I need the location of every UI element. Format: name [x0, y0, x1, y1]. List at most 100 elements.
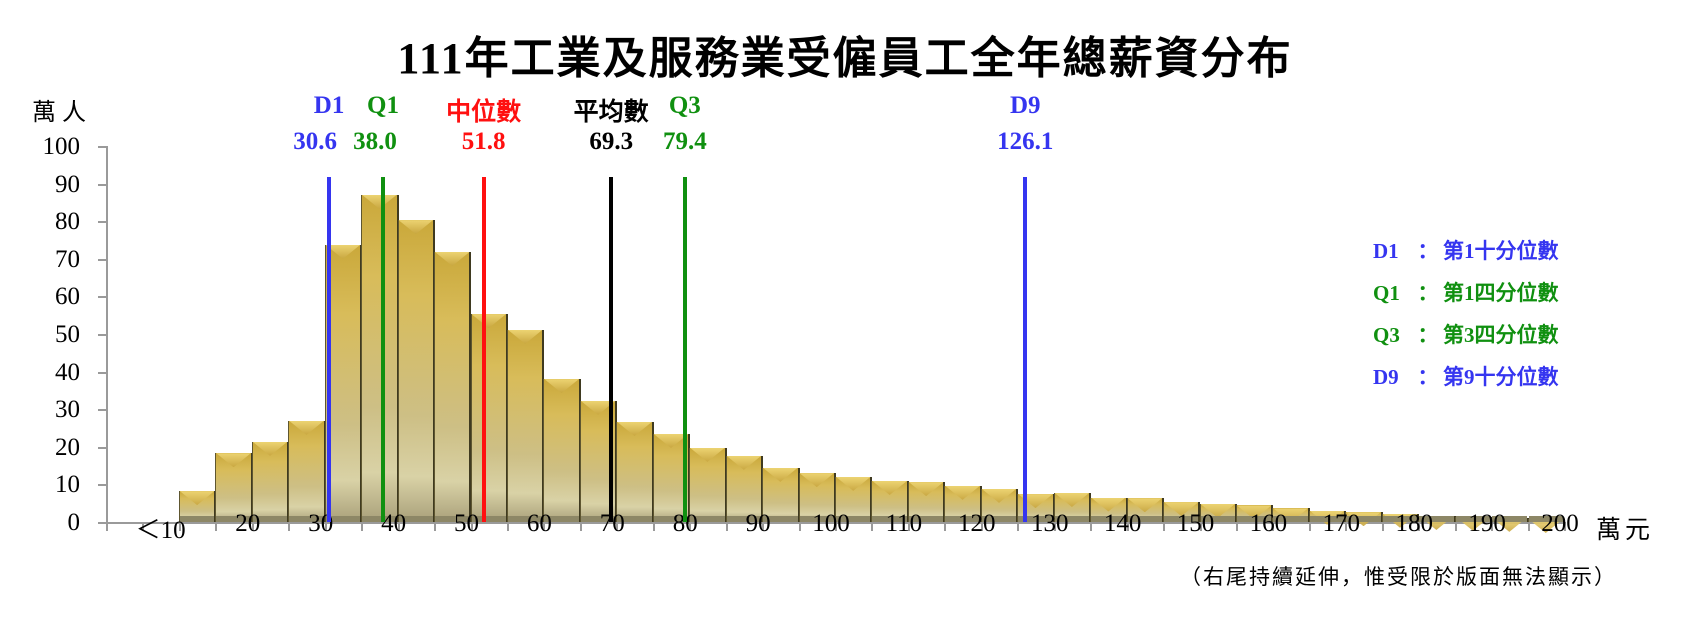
y-tick [98, 221, 106, 224]
histogram-bar [397, 220, 436, 522]
stat-value-d1: 30.6 [293, 128, 337, 155]
histogram-bar [361, 194, 399, 523]
x-tick-label: 130 [1030, 510, 1069, 537]
x-tick [1345, 522, 1348, 531]
histogram-bar [288, 420, 326, 523]
x-tick [1235, 522, 1238, 531]
legend-item-q3: Q3：第3四分位數 [1373, 323, 1559, 347]
stat-label-q3: Q3 [668, 92, 701, 119]
x-tick [142, 522, 145, 531]
histogram-bar [689, 447, 727, 523]
y-tick [98, 334, 106, 336]
x-tick [725, 522, 728, 531]
x-tick [1199, 522, 1202, 531]
x-tick [215, 522, 218, 531]
stat-label-d1: D1 [313, 92, 345, 119]
histogram-bar [762, 467, 800, 523]
y-tick-label: 50 [55, 321, 80, 348]
x-tick-label: 110 [885, 510, 923, 537]
y-tick [98, 409, 106, 412]
ref-line-mean [609, 177, 614, 522]
histogram-bar [835, 476, 873, 523]
histogram-bar [907, 482, 946, 522]
stat-value-d9: 126.1 [997, 128, 1054, 155]
y-tick [98, 258, 106, 261]
y-tick-label: 20 [55, 433, 80, 461]
x-tick [1418, 522, 1421, 531]
y-tick-label: 70 [55, 245, 80, 273]
y-tick-label: 60 [55, 283, 80, 311]
x-tick [434, 522, 437, 531]
histogram-bar [434, 252, 472, 522]
legend: D1：第1十分位數 Q1：第1四分位數 Q3：第3四分位數 D9：第9十分位數 [1373, 236, 1559, 404]
x-tick-label: 150 [1176, 510, 1215, 537]
y-axis-line [106, 146, 108, 523]
histogram-bar [616, 421, 654, 522]
x-tick [1126, 522, 1129, 531]
x-tick [324, 522, 327, 531]
y-tick-label: 10 [55, 471, 80, 499]
x-tick [397, 522, 400, 531]
y-tick-label: 30 [55, 396, 80, 424]
x-tick [1053, 522, 1056, 531]
legend-item-d9: D9：第9十分位數 [1373, 365, 1559, 389]
stat-label-median: 中位數 [446, 99, 522, 126]
x-tick-label: 140 [1103, 510, 1142, 537]
x-tick-label: 40 [381, 510, 407, 537]
x-tick [1017, 522, 1020, 531]
x-tick [689, 522, 692, 531]
x-tick-label: 30 [308, 510, 334, 537]
x-tick-label: 120 [958, 510, 996, 537]
stat-value-q3: 79.4 [662, 128, 707, 155]
y-tick [98, 446, 106, 449]
y-tick-label: 90 [55, 170, 80, 198]
stat-value-mean: 69.3 [589, 128, 634, 155]
y-tick [98, 296, 106, 299]
x-tick-label: 20 [235, 510, 261, 537]
x-tick-label: 180 [1395, 510, 1433, 537]
x-tick [1564, 522, 1566, 531]
x-tick [1454, 522, 1457, 531]
x-tick [361, 522, 364, 531]
histogram-bar [543, 379, 581, 522]
histogram-bar [980, 488, 1019, 523]
x-tick [1527, 522, 1530, 531]
y-tick [98, 484, 106, 487]
histogram-bar [1053, 493, 1092, 522]
x-tick [178, 522, 181, 531]
ref-line-q3 [682, 177, 687, 522]
y-tick [98, 371, 106, 374]
y-tick-label: 100 [42, 133, 81, 160]
x-tick [1272, 522, 1275, 531]
x-tick [762, 522, 765, 531]
x-tick [506, 522, 509, 531]
x-tick [871, 522, 874, 531]
x-tick [1491, 522, 1494, 531]
x-tick [543, 522, 546, 531]
y-tick [98, 146, 106, 148]
x-tick-label: 190 [1468, 510, 1506, 537]
x-tick [251, 522, 254, 531]
x-tick [907, 522, 910, 531]
ref-line-q1 [381, 177, 386, 522]
histogram-bar [470, 314, 508, 522]
ref-line-d1 [327, 177, 332, 522]
chart-title: 111年工業及服務業受僱員工全年總薪資分布 [397, 34, 1293, 83]
x-tick [1163, 522, 1166, 531]
x-tick [798, 522, 801, 531]
stat-label-d9: D9 [1009, 92, 1041, 119]
ref-line-median [481, 177, 486, 522]
x-tick-label: 50 [454, 510, 479, 537]
legend-item-q1: Q1：第1四分位數 [1373, 281, 1559, 305]
x-tick [616, 522, 619, 531]
stat-label-mean: 平均數 [573, 99, 649, 126]
x-axis-unit: 萬元 [1596, 517, 1655, 544]
x-tick [835, 522, 837, 531]
x-tick [652, 522, 655, 531]
x-tick [288, 522, 291, 531]
y-tick [98, 183, 106, 186]
x-tick-label: 200 [1541, 510, 1579, 537]
stat-value-q1: 38.0 [353, 128, 397, 155]
x-tick-label: 170 [1322, 510, 1361, 537]
y-tick-label: 40 [55, 358, 80, 386]
